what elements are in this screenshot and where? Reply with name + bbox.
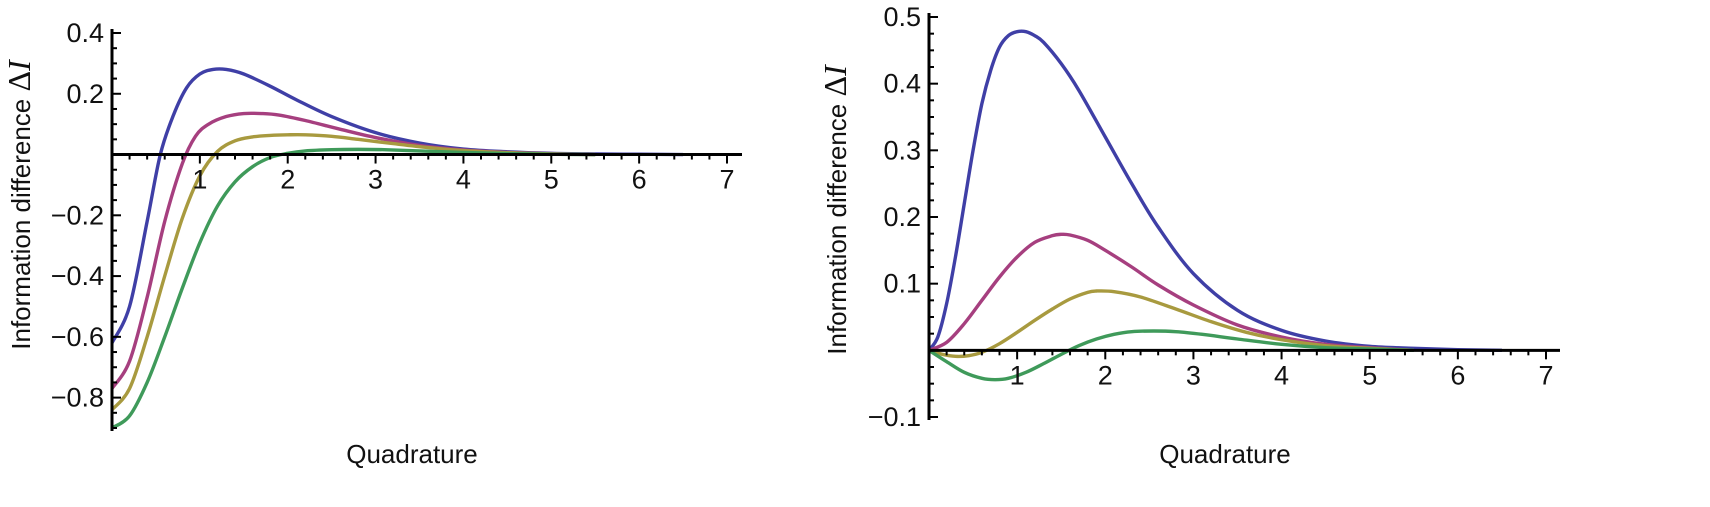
y-axis-title-symbol: I — [1, 59, 37, 72]
y-axis-title-delta: Δ — [817, 76, 853, 97]
y-tick-label: 0.5 — [883, 2, 921, 32]
x-tick-label: 4 — [456, 165, 471, 195]
x-tick-label: 3 — [1186, 360, 1201, 390]
series-2-line — [928, 232, 1414, 353]
y-axis-title: Information difference ΔI — [1, 59, 37, 350]
x-tick-label: 2 — [280, 165, 295, 195]
y-tick-label: 0.4 — [883, 69, 921, 99]
x-tick-label: 7 — [1538, 360, 1553, 390]
x-tick-label: 5 — [544, 165, 559, 195]
x-axis-title: Quadrature — [346, 439, 478, 469]
series-3-line — [928, 289, 1414, 359]
y-axis-title-text: Information difference — [6, 92, 36, 350]
y-tick-label: −0.6 — [51, 322, 104, 352]
series-4-line — [111, 147, 596, 430]
y-tick-label: −0.2 — [51, 200, 104, 230]
series-3-line — [110, 132, 596, 411]
x-tick-label: 1 — [1010, 360, 1025, 390]
x-tick-label: 7 — [719, 165, 734, 195]
y-tick-label: 0.2 — [66, 79, 104, 109]
y-axis-title-delta: Δ — [1, 71, 37, 92]
series-1-line — [110, 67, 684, 344]
series-1-line — [927, 29, 1502, 353]
x-axis-title: Quadrature — [1159, 439, 1291, 469]
left-chart: 1 2 3 4 5 6 7 0.4 0.2 −0.2 −0.4 −0.6 −0.8 Quadrature I… — [1, 18, 742, 469]
x-tick-label: 3 — [368, 165, 383, 195]
x-tick-label: 6 — [1450, 360, 1465, 390]
y-tick-label: −0.1 — [868, 402, 921, 432]
x-tick-label: 2 — [1098, 360, 1113, 390]
y-tick-label: −0.4 — [51, 261, 104, 291]
y-tick-label: −0.8 — [51, 383, 104, 413]
y-tick-label: 0.3 — [883, 135, 921, 165]
y-tick-label: 0.2 — [883, 202, 921, 232]
series-4-line — [928, 329, 1414, 382]
x-tick-label: 6 — [632, 165, 647, 195]
y-axis-title-symbol: I — [817, 64, 853, 77]
x-tick-label: 5 — [1362, 360, 1377, 390]
y-tick-label: 0.1 — [883, 269, 921, 299]
x-tick-label: 4 — [1274, 360, 1289, 390]
y-axis-title: Information difference ΔI — [817, 64, 853, 355]
x-tick-label: 1 — [192, 165, 207, 195]
y-tick-label: 0.4 — [66, 18, 104, 48]
right-chart: 1 2 3 4 5 6 7 0.5 0.4 0.3 0.2 0.1 −0.1 Quadrature Info… — [817, 2, 1560, 469]
y-axis-title-text: Information difference — [822, 97, 852, 355]
